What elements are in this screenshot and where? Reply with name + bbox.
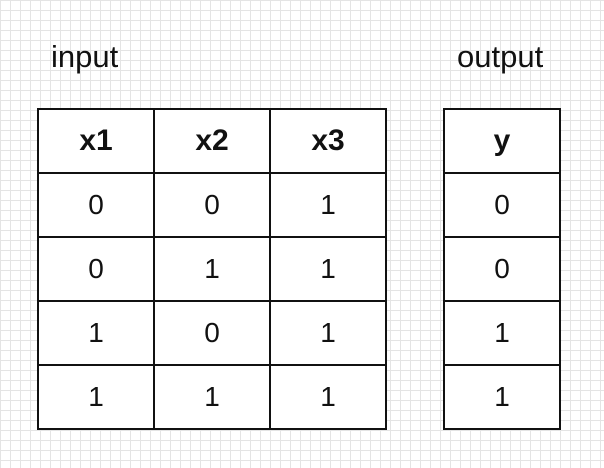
input-cell: 1 [269,236,387,302]
input-row: 0 1 1 [37,236,387,302]
output-header-row: y [443,108,561,174]
input-caption: input [51,39,119,74]
input-header-row: x1 x2 x3 [37,108,387,174]
input-header-x3: x3 [269,108,387,174]
input-cell: 1 [37,300,155,366]
input-cell: 1 [153,236,271,302]
output-row: 0 [443,236,561,302]
output-cell: 1 [443,300,561,366]
input-row: 0 0 1 [37,172,387,238]
output-cell: 1 [443,364,561,430]
input-cell: 1 [269,172,387,238]
input-row: 1 0 1 [37,300,387,366]
input-table: x1 x2 x3 0 0 1 0 1 1 1 0 1 1 1 1 [37,108,387,430]
output-header-y: y [443,108,561,174]
input-cell: 1 [37,364,155,430]
output-row: 1 [443,364,561,430]
input-row: 1 1 1 [37,364,387,430]
input-cell: 1 [269,364,387,430]
input-cell: 1 [153,364,271,430]
output-cell: 0 [443,236,561,302]
output-table: y 0 0 1 1 [443,108,561,430]
input-cell: 0 [37,236,155,302]
input-cell: 0 [37,172,155,238]
output-caption: output [457,39,544,74]
input-header-x2: x2 [153,108,271,174]
input-cell: 0 [153,172,271,238]
input-cell: 1 [269,300,387,366]
input-cell: 0 [153,300,271,366]
output-row: 0 [443,172,561,238]
output-cell: 0 [443,172,561,238]
output-row: 1 [443,300,561,366]
input-header-x1: x1 [37,108,155,174]
